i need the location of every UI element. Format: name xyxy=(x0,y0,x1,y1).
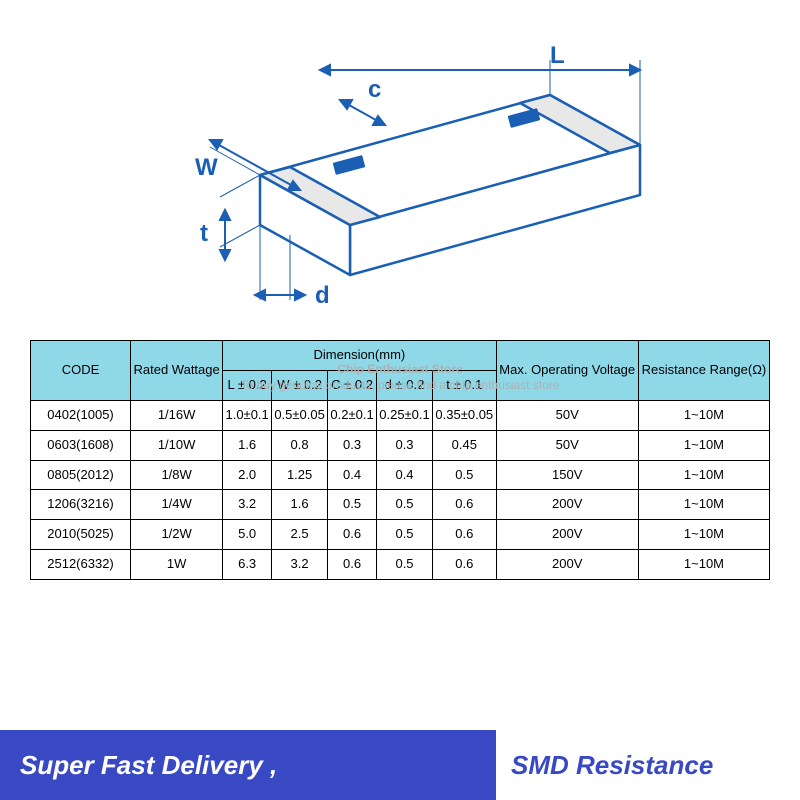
cell-W: 0.5±0.05 xyxy=(272,400,328,430)
banner-left: Super Fast Delivery , xyxy=(0,730,496,800)
cell-t: 0.6 xyxy=(433,490,496,520)
cell-range: 1~10M xyxy=(638,490,769,520)
cell-range: 1~10M xyxy=(638,520,769,550)
cell-d: 0.3 xyxy=(376,430,432,460)
label-d: d xyxy=(315,282,330,309)
cell-range: 1~10M xyxy=(638,400,769,430)
cell-wattage: 1/16W xyxy=(131,400,223,430)
cell-d: 0.5 xyxy=(376,490,432,520)
banner-right: SMD Resistance xyxy=(496,730,800,800)
cell-L: 1.6 xyxy=(223,430,272,460)
label-c: c xyxy=(368,76,381,103)
col-voltage: Max. Operating Voltage xyxy=(496,341,638,401)
label-t: t xyxy=(200,220,208,247)
cell-wattage: 1/4W xyxy=(131,490,223,520)
cell-range: 1~10M xyxy=(638,430,769,460)
cell-voltage: 200V xyxy=(496,550,638,580)
cell-code: 2010(5025) xyxy=(31,520,131,550)
table-body: 0402(1005)1/16W1.0±0.10.5±0.050.2±0.10.2… xyxy=(31,400,770,579)
cell-d: 0.4 xyxy=(376,460,432,490)
col-t: t ± 0.1 xyxy=(433,370,496,400)
cell-voltage: 200V xyxy=(496,490,638,520)
cell-code: 2512(6332) xyxy=(31,550,131,580)
banner: Super Fast Delivery , SMD Resistance xyxy=(0,730,800,800)
cell-code: 0402(1005) xyxy=(31,400,131,430)
cell-t: 0.6 xyxy=(433,520,496,550)
table-row: 2512(6332)1W6.33.20.60.50.6200V1~10M xyxy=(31,550,770,580)
cell-L: 3.2 xyxy=(223,490,272,520)
cell-code: 1206(3216) xyxy=(31,490,131,520)
cell-range: 1~10M xyxy=(638,550,769,580)
cell-voltage: 200V xyxy=(496,520,638,550)
cell-W: 0.8 xyxy=(272,430,328,460)
table-row: 0603(1608)1/10W1.60.80.30.30.4550V1~10M xyxy=(31,430,770,460)
cell-W: 1.6 xyxy=(272,490,328,520)
cell-L: 5.0 xyxy=(223,520,272,550)
col-L: L ± 0.2 xyxy=(223,370,272,400)
cell-d: 0.5 xyxy=(376,550,432,580)
cell-C: 0.3 xyxy=(328,430,377,460)
cell-C: 0.4 xyxy=(328,460,377,490)
component-diagram: L c W t d xyxy=(150,35,650,325)
cell-voltage: 50V xyxy=(496,400,638,430)
spec-table: CODE Rated Wattage Dimension(mm) Max. Op… xyxy=(30,340,770,580)
diagram-container: L c W t d xyxy=(0,0,800,340)
table-row: 0402(1005)1/16W1.0±0.10.5±0.050.2±0.10.2… xyxy=(31,400,770,430)
col-wattage: Rated Wattage xyxy=(131,341,223,401)
cell-voltage: 50V xyxy=(496,430,638,460)
cell-voltage: 150V xyxy=(496,460,638,490)
label-W: W xyxy=(195,154,218,181)
cell-t: 0.45 xyxy=(433,430,496,460)
cell-W: 2.5 xyxy=(272,520,328,550)
table-row: 1206(3216)1/4W3.21.60.50.50.6200V1~10M xyxy=(31,490,770,520)
cell-L: 1.0±0.1 xyxy=(223,400,272,430)
col-code: CODE xyxy=(31,341,131,401)
cell-code: 0603(1608) xyxy=(31,430,131,460)
cell-d: 0.5 xyxy=(376,520,432,550)
table-row: 2010(5025)1/2W5.02.50.60.50.6200V1~10M xyxy=(31,520,770,550)
label-L: L xyxy=(550,42,565,69)
cell-wattage: 1/10W xyxy=(131,430,223,460)
cell-wattage: 1W xyxy=(131,550,223,580)
cell-wattage: 1/8W xyxy=(131,460,223,490)
cell-L: 6.3 xyxy=(223,550,272,580)
cell-C: 0.6 xyxy=(328,520,377,550)
col-C: C ± 0.2 xyxy=(328,370,377,400)
cell-wattage: 1/2W xyxy=(131,520,223,550)
cell-W: 3.2 xyxy=(272,550,328,580)
spec-table-container: CODE Rated Wattage Dimension(mm) Max. Op… xyxy=(0,340,800,580)
col-d: d ± 0.2 xyxy=(376,370,432,400)
col-dimension: Dimension(mm) xyxy=(223,341,496,371)
table-row: 0805(2012)1/8W2.01.250.40.40.5150V1~10M xyxy=(31,460,770,490)
cell-C: 0.6 xyxy=(328,550,377,580)
cell-t: 0.35±0.05 xyxy=(433,400,496,430)
cell-C: 0.2±0.1 xyxy=(328,400,377,430)
cell-W: 1.25 xyxy=(272,460,328,490)
cell-t: 0.5 xyxy=(433,460,496,490)
col-W: W ± 0.2 xyxy=(272,370,328,400)
cell-range: 1~10M xyxy=(638,460,769,490)
cell-L: 2.0 xyxy=(223,460,272,490)
cell-t: 0.6 xyxy=(433,550,496,580)
cell-code: 0805(2012) xyxy=(31,460,131,490)
cell-d: 0.25±0.1 xyxy=(376,400,432,430)
cell-C: 0.5 xyxy=(328,490,377,520)
col-range: Resistance Range(Ω) xyxy=(638,341,769,401)
